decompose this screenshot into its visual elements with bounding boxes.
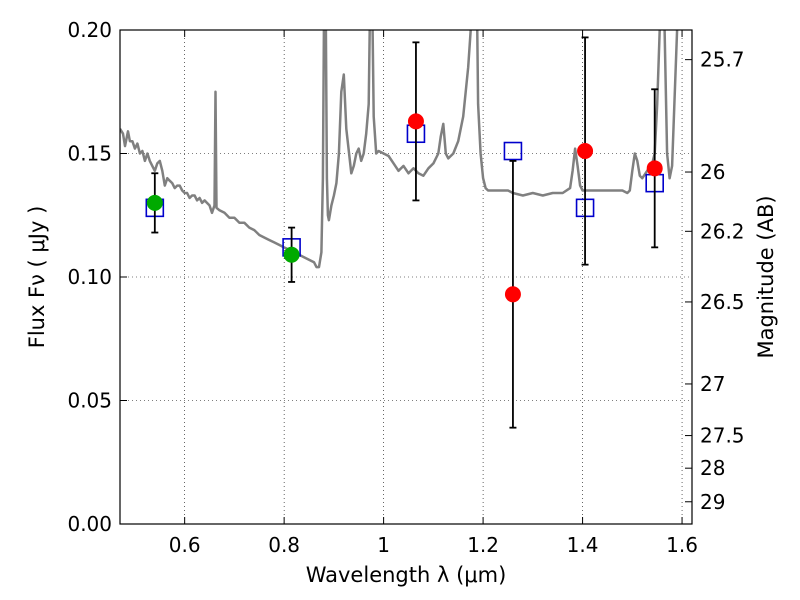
right-tick-label: 28	[700, 456, 725, 480]
plot-background	[120, 30, 692, 524]
right-tick-label: 26.2	[700, 219, 745, 243]
y-tick-label: 0.00	[67, 512, 112, 536]
observed-point-red	[577, 143, 594, 160]
observed-point-red	[646, 160, 663, 177]
x-tick-label: 0.6	[169, 533, 201, 557]
right-tick-label: 26	[700, 160, 725, 184]
right-tick-label: 26.5	[700, 290, 745, 314]
right-axis-label: Magnitude (AB)	[754, 195, 778, 358]
data-layer	[120, 30, 679, 429]
model-square	[503, 141, 523, 161]
y-tick-label: 0.10	[67, 265, 112, 289]
spectrum-line	[120, 30, 679, 269]
y-tick-label: 0.15	[67, 142, 112, 166]
observed-point-red	[504, 286, 521, 303]
y-tick-label: 0.20	[67, 18, 112, 42]
observed-point-red	[407, 113, 424, 130]
axis-ticks: 0.6 0.8 1 1.2 1.4 1.6 0.00 0.05 0.10 0.15 0.20 25.7…	[67, 18, 744, 557]
right-tick-label: 27	[700, 372, 725, 396]
y-axis-label: Flux Fν ( μJy )	[25, 206, 49, 349]
x-tick-label: 1.6	[666, 533, 698, 557]
x-tick-label: 1	[377, 533, 390, 557]
x-tick-label: 0.8	[268, 533, 300, 557]
right-tick-label: 29	[700, 490, 725, 514]
x-axis-label: Wavelength λ (μm)	[306, 563, 507, 587]
x-tick-label: 1.4	[567, 533, 599, 557]
observed-point-green	[146, 194, 163, 211]
observed-point-green	[283, 246, 300, 263]
x-tick-label: 1.2	[467, 533, 499, 557]
right-tick-label: 25.7	[700, 48, 745, 72]
y-tick-label: 0.05	[67, 389, 112, 413]
right-tick-label: 27.5	[700, 424, 745, 448]
